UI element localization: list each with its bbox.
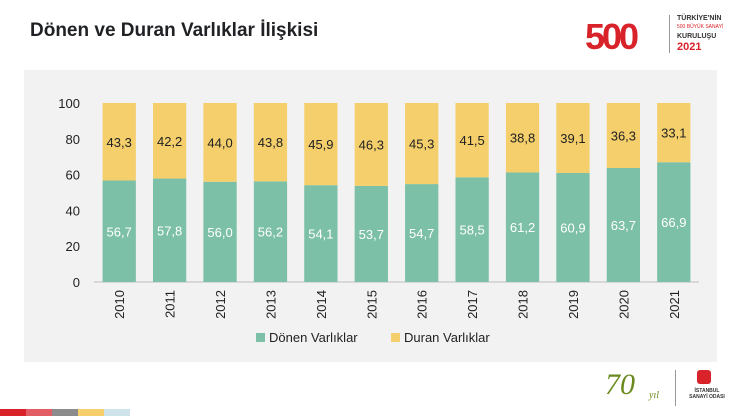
x-tick-label: 2015 (364, 290, 379, 319)
bar-donen (505, 172, 540, 282)
data-label-duran: 44,0 (207, 135, 232, 150)
x-tick-label: 2012 (213, 290, 228, 319)
iso-line-2: SANAYİ ODASI (689, 394, 725, 400)
bar-donen (657, 162, 691, 282)
x-tick-label: 2010 (112, 290, 127, 319)
x-tick-label: 2019 (566, 290, 581, 319)
data-label-duran: 42,2 (157, 134, 182, 149)
data-label-duran: 45,3 (409, 137, 434, 152)
bar-duran (556, 103, 590, 173)
y-tick-label: 0 (73, 275, 80, 290)
x-tick-label: 2013 (263, 290, 278, 319)
x-tick-label: 2020 (616, 290, 631, 319)
bar-duran (203, 103, 237, 182)
legend-label-donen: Dönen Varlıklar (269, 330, 358, 345)
bottom-logos: 70 yıl İSTANBUL SANAYİ ODASI (605, 366, 735, 412)
x-tick-label: 2014 (314, 290, 329, 319)
data-label-donen: 60,9 (560, 220, 585, 235)
color-strip (0, 409, 130, 416)
data-label-donen: 54,1 (308, 227, 333, 242)
data-label-duran: 46,3 (359, 137, 384, 152)
y-tick-label: 20 (66, 239, 80, 254)
color-strip-segment (0, 409, 26, 416)
bar-donen (354, 185, 388, 282)
logo-year: 2021 (677, 41, 702, 53)
y-tick-label: 60 (66, 168, 80, 183)
bar-donen (405, 184, 439, 282)
iso-logo-icon (697, 370, 711, 384)
logo-line-3: KURULUŞU (677, 33, 717, 40)
turkiye-500-logo: 500 TÜRKİYE'NİN 500 BÜYÜK SANAYİ KURULUŞ… (585, 10, 735, 60)
logo-line-2: 500 BÜYÜK SANAYİ (677, 24, 724, 30)
logo-divider (669, 15, 670, 53)
data-label-donen: 56,7 (107, 224, 132, 239)
color-strip-segment (26, 409, 52, 416)
x-tick-label: 2016 (415, 290, 430, 319)
bar-donen (606, 167, 641, 282)
bar-duran (505, 103, 540, 173)
stacked-bar-chart: 0 20 40 60 80 100 56,7 43,3 2010 57,8 42,2 2011 56,0… (58, 96, 699, 345)
data-label-donen: 61,2 (510, 220, 535, 235)
color-strip-segment (52, 409, 78, 416)
data-label-duran: 38,8 (510, 131, 535, 146)
legend-label-duran: Duran Varlıklar (404, 330, 490, 345)
iso-logo-text: İSTANBUL SANAYİ ODASI (683, 388, 731, 400)
chart-panel: 0 20 40 60 80 100 56,7 43,3 2010 57,8 42,2 2011 56,0… (24, 70, 717, 362)
color-strip-segment (104, 409, 130, 416)
legend-swatch-duran (391, 333, 400, 342)
bar-donen (152, 178, 187, 282)
data-label-duran: 36,3 (611, 128, 636, 143)
bar-duran (354, 103, 388, 186)
logo-500-number: 500 (585, 16, 639, 57)
data-label-donen: 54,7 (409, 226, 434, 241)
logo-500-text: TÜRKİYE'NİN 500 BÜYÜK SANAYİ KURULUŞU 20… (677, 14, 737, 54)
bar-duran (304, 103, 338, 186)
x-tick-label: 2018 (516, 290, 531, 319)
bar-donen (304, 185, 338, 282)
bar-donen (556, 172, 590, 282)
legend-swatch-donen (256, 333, 265, 342)
bar-donen (455, 177, 489, 282)
data-label-donen: 66,9 (661, 215, 686, 230)
x-tick-label: 2017 (465, 290, 480, 319)
bar-duran (606, 103, 641, 168)
slide-title: Dönen ve Duran Varlıklar İlişkisi (30, 20, 319, 41)
data-label-donen: 63,7 (611, 218, 636, 233)
logo-line-1: TÜRKİYE'NİN (677, 15, 722, 22)
anniversary-word: yıl (649, 390, 659, 401)
data-label-donen: 56,0 (207, 225, 232, 240)
y-tick-label: 80 (66, 132, 80, 147)
iso-line-1: İSTANBUL (694, 388, 720, 394)
data-label-duran: 43,3 (107, 135, 132, 150)
bar-duran (455, 103, 489, 178)
data-label-duran: 45,9 (308, 137, 333, 152)
bar-donen (102, 180, 136, 282)
data-label-donen: 53,7 (359, 227, 384, 242)
data-label-duran: 41,5 (459, 133, 484, 148)
y-tick-label: 40 (66, 203, 80, 218)
x-tick-label: 2021 (667, 290, 682, 319)
x-tick-label: 2011 (163, 290, 178, 318)
data-label-duran: 39,1 (560, 131, 585, 146)
anniversary-number: 70 (605, 368, 635, 401)
y-tick-label: 100 (58, 96, 80, 111)
data-label-donen: 57,8 (157, 223, 182, 238)
bottom-logo-divider (675, 370, 676, 406)
data-label-duran: 33,1 (661, 126, 686, 141)
bar-duran (657, 103, 691, 163)
color-strip-segment (78, 409, 104, 416)
data-label-donen: 58,5 (459, 223, 484, 238)
data-label-duran: 43,8 (258, 135, 283, 150)
bar-donen (253, 181, 288, 282)
bar-duran (152, 103, 187, 179)
bar-duran (405, 103, 439, 185)
bar-duran (102, 103, 136, 181)
bar-donen (203, 181, 237, 282)
data-label-donen: 56,2 (258, 225, 283, 240)
bar-duran (253, 103, 288, 182)
